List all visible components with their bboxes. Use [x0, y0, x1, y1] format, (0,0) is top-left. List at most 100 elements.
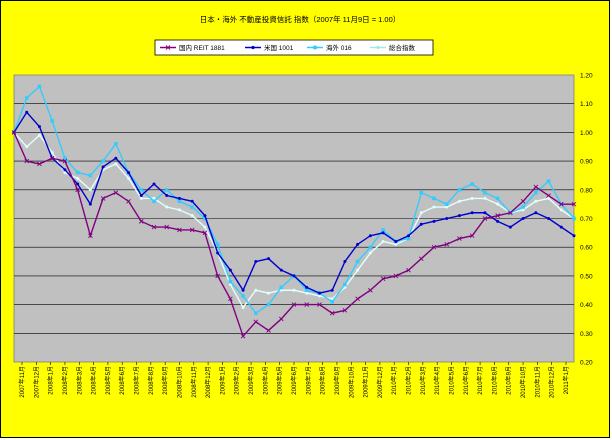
- data-point: [483, 211, 487, 215]
- data-point: [317, 294, 321, 298]
- data-point: [177, 196, 181, 200]
- data-point: [37, 125, 41, 129]
- y-axis: 1.20 1.10 1.00 0.90 0.80 0.70 0.60 0.50 0.40 0.30…: [580, 73, 593, 367]
- legend-marker: [313, 45, 317, 50]
- data-point: [25, 145, 29, 149]
- x-tick-label: 2008年5月: [104, 366, 112, 395]
- data-point: [533, 184, 539, 190]
- x-tick-label: 2008年3月: [75, 366, 83, 395]
- data-point: [394, 242, 398, 246]
- data-point: [139, 188, 144, 192]
- x-tick-label: 2011年1月: [562, 366, 570, 394]
- x-tick-label: 2010年8月: [490, 366, 498, 395]
- data-point: [228, 283, 232, 287]
- data-point: [25, 110, 29, 114]
- data-point: [495, 213, 500, 218]
- y-tick-label: 0.40: [580, 302, 593, 309]
- y-tick-label: 1.10: [580, 101, 593, 108]
- x-tick-label: 2008年1月: [47, 366, 55, 395]
- x-tick-label: 2008年8月: [147, 366, 155, 395]
- data-point: [571, 201, 577, 207]
- data-point: [189, 227, 195, 233]
- data-point: [215, 273, 220, 279]
- data-point: [521, 205, 525, 209]
- x-tick-label: 2010年1月: [390, 366, 398, 395]
- data-point: [457, 188, 462, 192]
- x-tick-label: 2009年7月: [304, 366, 312, 395]
- data-point: [100, 196, 106, 201]
- legend: 国内 REIT 1881 米国 1001 海外 016 総合指数: [154, 39, 434, 56]
- data-point: [49, 155, 55, 161]
- data-point: [113, 190, 119, 195]
- data-point: [267, 257, 271, 261]
- x-axis: 2007年11月 2007年12月 2008年1月 2008年2月 2008年3月 200…: [18, 362, 570, 398]
- data-point: [496, 219, 500, 223]
- data-point: [228, 268, 232, 272]
- x-tick-label: 2009年12月: [376, 366, 384, 398]
- data-point: [432, 219, 436, 223]
- data-point: [457, 214, 461, 218]
- data-point: [164, 224, 170, 230]
- data-point: [203, 214, 207, 218]
- x-tick-label: 2009年11月: [362, 366, 370, 398]
- data-point: [190, 214, 194, 218]
- data-point: [203, 216, 207, 221]
- data-point: [228, 279, 233, 284]
- data-point: [240, 333, 246, 339]
- data-point: [393, 273, 399, 279]
- data-point: [368, 234, 372, 238]
- x-tick-label: 2009年3月: [247, 366, 255, 395]
- y-tick-label: 0.70: [580, 216, 593, 223]
- data-point: [508, 225, 512, 229]
- data-point: [114, 156, 118, 160]
- data-point: [444, 242, 450, 247]
- data-point: [342, 308, 348, 313]
- data-point: [508, 210, 513, 216]
- data-point: [139, 196, 143, 200]
- data-point: [368, 245, 373, 249]
- data-point: [534, 190, 538, 195]
- data-point: [547, 217, 551, 220]
- data-point: [165, 194, 169, 198]
- legend-label: 米国 1001: [264, 43, 294, 52]
- data-point: [305, 285, 309, 289]
- data-point: [482, 216, 488, 221]
- data-point: [381, 239, 385, 243]
- data-point: [419, 190, 424, 195]
- data-point: [279, 268, 283, 272]
- data-point: [24, 158, 30, 164]
- data-point: [496, 202, 500, 206]
- series-layer: [11, 84, 577, 339]
- data-point: [152, 182, 156, 186]
- x-tick-label: 2008年10月: [175, 366, 183, 398]
- data-point: [534, 199, 538, 203]
- x-tick-label: 2008年12月: [204, 366, 212, 398]
- data-point: [572, 216, 576, 221]
- data-point: [483, 190, 487, 195]
- data-point: [126, 198, 131, 204]
- data-point: [457, 199, 461, 203]
- data-point: [470, 211, 474, 215]
- data-point: [101, 165, 105, 169]
- x-tick-label: 2010年3月: [419, 366, 427, 395]
- data-point: [431, 244, 437, 250]
- data-point: [278, 316, 284, 322]
- data-point: [24, 96, 29, 100]
- data-point: [50, 150, 54, 154]
- data-point: [253, 319, 259, 325]
- data-point: [495, 196, 500, 201]
- data-point: [520, 198, 526, 204]
- x-tick-label: 2008年9月: [161, 366, 169, 395]
- x-tick-label: 2009年2月: [233, 366, 241, 395]
- x-tick-label: 2008年6月: [118, 366, 126, 395]
- data-point: [127, 171, 131, 175]
- legend-label: 海外 016: [326, 43, 352, 52]
- x-tick-label: 2010年10月: [519, 366, 527, 398]
- data-point: [291, 302, 297, 307]
- data-point: [406, 236, 411, 241]
- data-point: [407, 234, 411, 238]
- data-point: [445, 217, 449, 220]
- data-point: [76, 182, 80, 186]
- data-point: [63, 168, 67, 172]
- data-point: [355, 296, 360, 302]
